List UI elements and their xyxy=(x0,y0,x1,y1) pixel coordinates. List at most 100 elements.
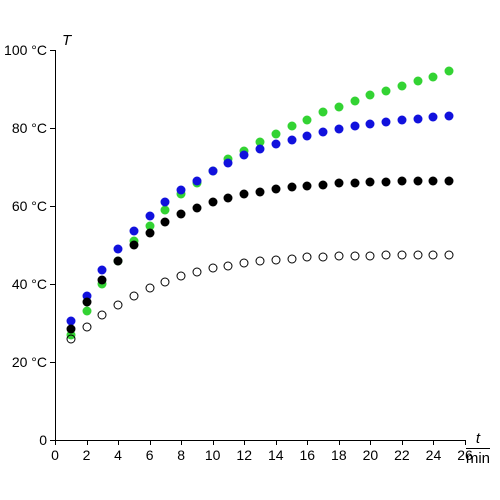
x-tick xyxy=(118,440,119,445)
x-tick-label: 24 xyxy=(426,447,442,463)
data-point xyxy=(397,177,406,186)
data-point xyxy=(366,178,375,187)
data-point xyxy=(161,278,170,287)
data-point xyxy=(271,139,280,148)
data-point xyxy=(350,178,359,187)
data-point xyxy=(271,255,280,264)
y-tick xyxy=(50,206,55,207)
x-axis-title: t min xyxy=(466,430,490,467)
data-point xyxy=(114,301,123,310)
data-point xyxy=(382,118,391,127)
x-tick xyxy=(150,440,151,445)
data-point xyxy=(192,203,201,212)
x-tick-label: 8 xyxy=(177,447,185,463)
x-tick xyxy=(181,440,182,445)
data-point xyxy=(445,250,454,259)
data-point xyxy=(319,252,328,261)
x-tick-label: 0 xyxy=(51,447,59,463)
data-point xyxy=(445,67,454,76)
y-tick xyxy=(50,440,55,441)
data-point xyxy=(413,77,422,86)
y-tick xyxy=(50,362,55,363)
data-point xyxy=(303,116,312,125)
y-axis-line xyxy=(55,50,56,440)
data-point xyxy=(319,127,328,136)
data-point xyxy=(145,283,154,292)
data-point xyxy=(66,334,75,343)
data-point xyxy=(271,185,280,194)
data-point xyxy=(114,244,123,253)
x-axis-line xyxy=(55,440,465,441)
y-tick-label: 100 °C xyxy=(4,42,47,58)
x-axis-title-numerator: t xyxy=(466,430,490,449)
data-point xyxy=(319,180,328,189)
data-point xyxy=(334,179,343,188)
data-point xyxy=(350,122,359,131)
x-tick xyxy=(370,440,371,445)
data-point xyxy=(129,227,138,236)
x-tick-label: 22 xyxy=(394,447,410,463)
y-tick-label: 60 °C xyxy=(12,198,47,214)
x-tick xyxy=(213,440,214,445)
x-tick-label: 14 xyxy=(268,447,284,463)
data-point xyxy=(287,135,296,144)
x-tick-label: 2 xyxy=(83,447,91,463)
x-tick xyxy=(55,440,56,445)
data-point xyxy=(256,257,265,266)
data-point xyxy=(334,124,343,133)
data-point xyxy=(287,183,296,192)
x-tick xyxy=(339,440,340,445)
data-point xyxy=(303,253,312,262)
data-point xyxy=(224,194,233,203)
y-tick xyxy=(50,128,55,129)
y-tick-label: 40 °C xyxy=(12,276,47,292)
data-point xyxy=(82,307,91,316)
x-tick xyxy=(244,440,245,445)
x-tick xyxy=(402,440,403,445)
data-point xyxy=(145,229,154,238)
data-point xyxy=(429,176,438,185)
x-tick xyxy=(433,440,434,445)
x-tick-label: 10 xyxy=(205,447,221,463)
data-point xyxy=(240,259,249,268)
data-point xyxy=(382,251,391,260)
data-point xyxy=(350,251,359,260)
x-tick-label: 16 xyxy=(300,447,316,463)
x-tick-label: 20 xyxy=(363,447,379,463)
y-axis-title: T xyxy=(62,32,71,49)
data-point xyxy=(413,177,422,186)
x-axis-title-denominator: min xyxy=(466,449,490,467)
data-point xyxy=(224,261,233,270)
data-point xyxy=(429,73,438,82)
x-tick xyxy=(87,440,88,445)
data-point xyxy=(208,198,217,207)
x-tick-label: 6 xyxy=(146,447,154,463)
data-point xyxy=(382,177,391,186)
data-point xyxy=(240,151,249,160)
data-point xyxy=(145,211,154,220)
x-tick-label: 18 xyxy=(331,447,347,463)
data-point xyxy=(240,190,249,199)
data-point xyxy=(256,187,265,196)
x-tick xyxy=(307,440,308,445)
data-point xyxy=(66,324,75,333)
data-point xyxy=(303,131,312,140)
data-point xyxy=(429,250,438,259)
data-point xyxy=(82,322,91,331)
data-point xyxy=(177,272,186,281)
data-point xyxy=(334,252,343,261)
data-point xyxy=(445,112,454,121)
data-point xyxy=(114,256,123,265)
data-point xyxy=(366,251,375,260)
x-tick-label: 12 xyxy=(236,447,252,463)
data-point xyxy=(366,90,375,99)
y-tick-label: 80 °C xyxy=(12,120,47,136)
data-point xyxy=(287,122,296,131)
data-point xyxy=(224,159,233,168)
data-point xyxy=(334,102,343,111)
data-point xyxy=(208,264,217,273)
y-tick xyxy=(50,50,55,51)
data-point xyxy=(98,311,107,320)
data-point xyxy=(256,145,265,154)
data-point xyxy=(382,86,391,95)
